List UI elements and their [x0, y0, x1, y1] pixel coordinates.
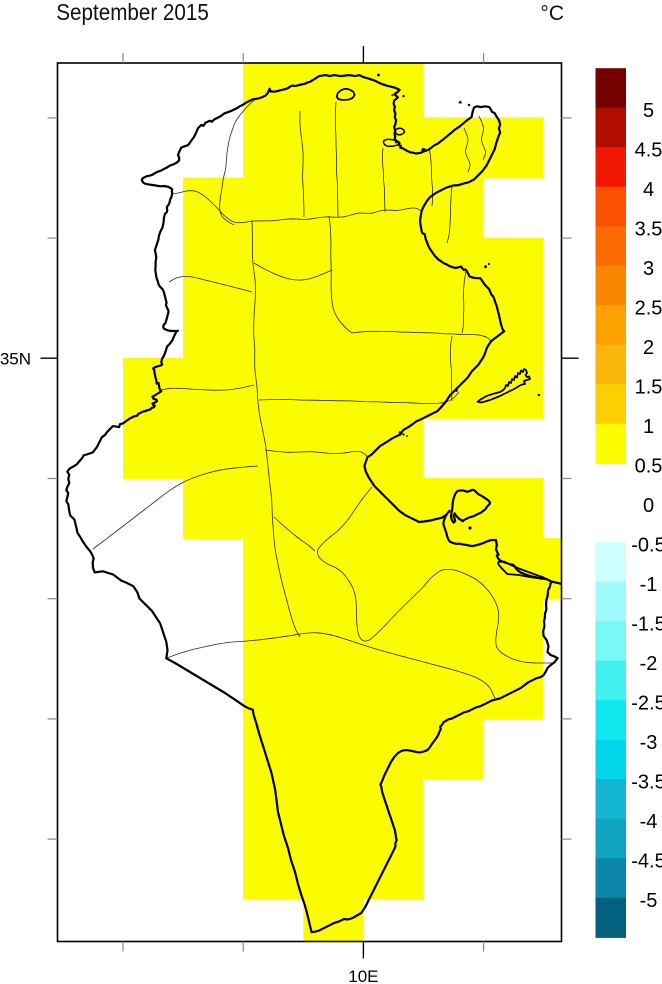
svg-text:-4: -4 — [640, 811, 658, 833]
svg-text:5: 5 — [643, 100, 654, 122]
svg-text:-4.5: -4.5 — [631, 851, 662, 873]
svg-text:1.5: 1.5 — [635, 377, 662, 399]
svg-text:-0.5: -0.5 — [631, 535, 662, 557]
svg-text:2: 2 — [643, 337, 654, 359]
svg-text:-5: -5 — [640, 890, 658, 912]
svg-text:4.5: 4.5 — [635, 140, 662, 162]
svg-text:2.5: 2.5 — [635, 298, 662, 320]
svg-text:-3.5: -3.5 — [631, 772, 662, 794]
svg-text:-2.5: -2.5 — [631, 693, 662, 715]
svg-text:0: 0 — [643, 495, 654, 517]
svg-text:35N: 35N — [0, 350, 31, 369]
svg-text:°C: °C — [540, 2, 564, 25]
svg-text:September 2015: September 2015 — [56, 0, 209, 25]
svg-text:-3: -3 — [640, 732, 658, 754]
svg-text:-1.5: -1.5 — [631, 614, 662, 636]
svg-text:1: 1 — [643, 416, 654, 438]
svg-text:3.5: 3.5 — [635, 219, 662, 241]
svg-text:10E: 10E — [348, 967, 378, 984]
svg-text:0.5: 0.5 — [635, 456, 662, 478]
svg-text:-1: -1 — [640, 574, 658, 596]
svg-text:4: 4 — [643, 179, 654, 201]
svg-text:3: 3 — [643, 258, 654, 280]
svg-text:-2: -2 — [640, 653, 658, 675]
